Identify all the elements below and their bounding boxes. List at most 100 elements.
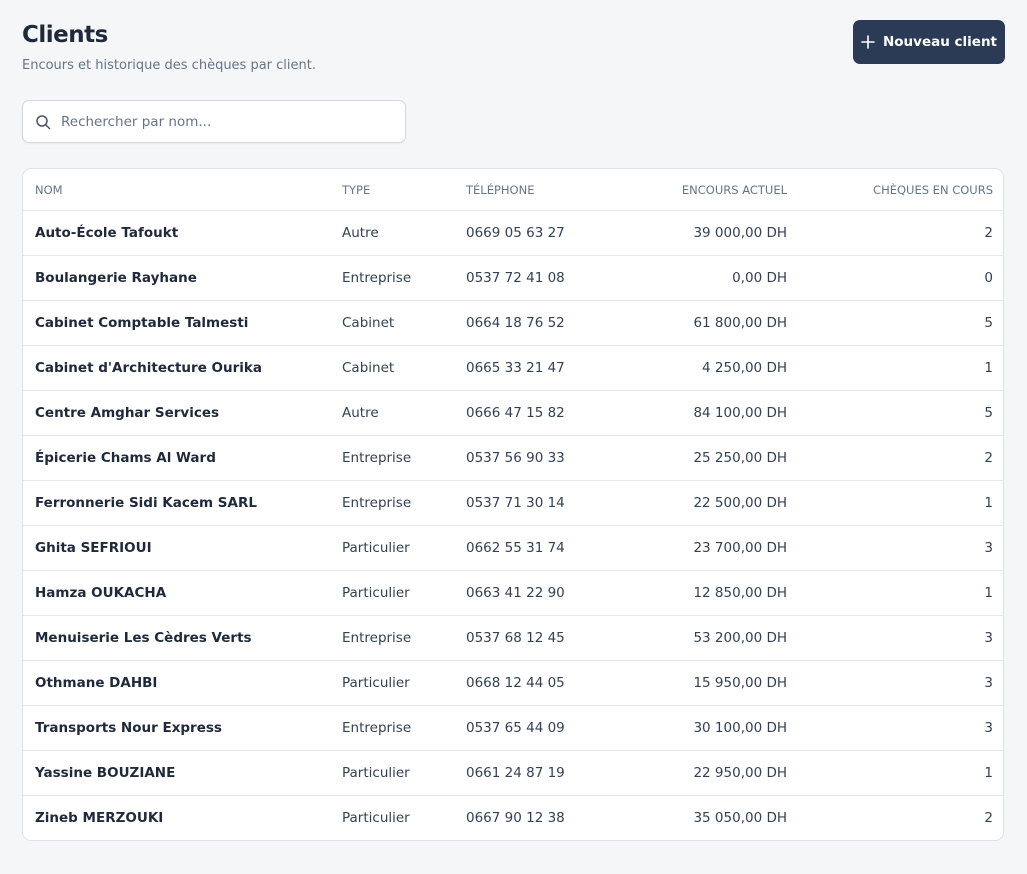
table-cell: Cabinet d'Architecture Ourika [23, 345, 330, 391]
client-row[interactable]: Auto-École Tafoukt Autre 0669 05 63 27 39 0… [23, 210, 1003, 256]
client-row[interactable]: Menuiserie Les Cèdres Verts Entreprise 053… [23, 615, 1003, 661]
table-cell: 0537 56 90 33 [454, 435, 601, 481]
client-row[interactable]: Transports Nour Express Entreprise 0537 65… [23, 705, 1003, 751]
table-cell: 30 100,00 DH [601, 705, 799, 751]
table-cell: Particulier [330, 750, 454, 796]
table-cell: 0664 18 76 52 [454, 300, 601, 346]
table-cell: 53 200,00 DH [601, 615, 799, 661]
table-cell: Zineb MERZOUKI [35, 810, 164, 826]
page-title: Clients [22, 22, 108, 48]
clients-table: NOM TYPE TÉLÉPHONE ENCOURS ACTUEL CHÈQUES EN… [23, 169, 1003, 841]
table-cell: Entreprise [330, 435, 454, 481]
table-cell: 0537 72 41 08 [454, 255, 601, 301]
table-header: NOM TYPE TÉLÉPHONE ENCOURS ACTUEL CHÈQUES EN… [23, 169, 1003, 211]
table-cell: Menuiserie Les Cèdres Verts [23, 615, 330, 661]
page-subtitle: Encours et historique des chèques par cl… [22, 58, 316, 73]
table-cell: Autre [330, 210, 454, 256]
table-cell: 0662 55 31 74 [454, 525, 601, 571]
table-cell: Particulier [330, 570, 454, 616]
table-cell: 0,00 DH [601, 255, 799, 301]
table-cell: Boulangerie Rayhane [23, 255, 330, 301]
table-cell: Épicerie Chams Al Ward [23, 435, 330, 481]
table-cell: 2 [799, 435, 1003, 481]
table-cell: 0 [799, 255, 1003, 301]
client-row[interactable]: Ghita SEFRIOUI Particulier 0662 55 31 74 23… [23, 525, 1003, 571]
table-cell: 3 [799, 660, 1003, 706]
client-row[interactable]: Ferronnerie Sidi Kacem SARL Entreprise 053… [23, 480, 1003, 526]
table-cell: Transports Nour Express [23, 705, 330, 751]
table-cell: 3 [799, 615, 1003, 661]
button-label: Nouveau client [882, 34, 998, 50]
client-row[interactable]: Cabinet Comptable Talmesti Cabinet 0664 18… [23, 300, 1003, 346]
table-cell: 0663 41 22 90 [454, 570, 601, 616]
table-cell: 22 500,00 DH [601, 480, 799, 526]
column-header: TÉLÉPHONE [454, 169, 601, 211]
table-cell: 0666 47 15 82 [454, 390, 601, 436]
table-cell: 0668 12 44 05 [454, 660, 601, 706]
table-cell: Othmane DAHBI [23, 660, 330, 706]
client-row[interactable]: Zineb MERZOUKI Particulier 0667 90 12 38 35… [23, 796, 1003, 841]
table-cell: Entreprise [330, 705, 454, 751]
table-cell: 0669 05 63 27 [454, 210, 601, 256]
table-cell: Auto-École Tafoukt [23, 210, 330, 256]
table-cell: 1 [799, 750, 1003, 796]
search-icon [36, 114, 51, 129]
client-row[interactable]: Boulangerie Rayhane Entreprise 0537 72 41 … [23, 255, 1003, 301]
table-cell: 3 [799, 705, 1003, 751]
table-cell: 39 000,00 DH [601, 210, 799, 256]
search-input[interactable]: Rechercher par nom... [22, 100, 406, 143]
table-cell: 5 [799, 390, 1003, 436]
table-cell: 4 250,00 DH [601, 345, 799, 391]
table-cell: 0661 24 87 19 [454, 750, 601, 796]
table-cell: 0665 33 21 47 [454, 345, 601, 391]
column-header: ENCOURS ACTUEL [601, 169, 799, 211]
table-cell: 1 [799, 345, 1003, 391]
table-cell: 0537 71 30 14 [454, 480, 601, 526]
client-row[interactable]: Othmane DAHBI Particulier 0668 12 44 05 15 … [23, 660, 1003, 706]
table-cell: Cabinet [330, 300, 454, 346]
table-cell: Yassine BOUZIANE [23, 750, 330, 796]
table-cell: Particulier [330, 525, 454, 571]
client-row[interactable]: Épicerie Chams Al Ward Entreprise 0537 56 … [23, 435, 1003, 481]
table-cell: 1 [799, 570, 1003, 616]
table-cell: 12 850,00 DH [601, 570, 799, 616]
table-cell: Entreprise [330, 480, 454, 526]
client-row[interactable]: Yassine BOUZIANE Particulier 0661 24 87 19… [23, 750, 1003, 796]
client-row[interactable]: Hamza OUKACHA Particulier 0663 41 22 90 12 … [23, 570, 1003, 616]
table-cell: Cabinet [330, 345, 454, 391]
table-cell: 2 [799, 210, 1003, 256]
table-cell: 35 050,00 DH [693, 810, 787, 826]
column-header: TYPE [330, 169, 454, 211]
table-cell: Centre Amghar Services [23, 390, 330, 436]
table-cell: 61 800,00 DH [601, 300, 799, 346]
table-cell: 3 [799, 525, 1003, 571]
table-cell: Particulier [330, 660, 454, 706]
table-cell: Autre [330, 390, 454, 436]
table-cell: 23 700,00 DH [601, 525, 799, 571]
table-cell: Entreprise [330, 615, 454, 661]
table-cell: 5 [799, 300, 1003, 346]
table-cell: Hamza OUKACHA [23, 570, 330, 616]
table-cell: 0537 65 44 09 [454, 705, 601, 751]
client-row[interactable]: Cabinet d'Architecture Ourika Cabinet 0665… [23, 345, 1003, 391]
table-cell: 25 250,00 DH [601, 435, 799, 481]
table-cell: Ferronnerie Sidi Kacem SARL [23, 480, 330, 526]
plus-icon [861, 35, 875, 49]
column-header: CHÈQUES EN COURS [799, 169, 1003, 211]
table-cell: 0537 68 12 45 [454, 615, 601, 661]
table-cell: Entreprise [330, 255, 454, 301]
clients-table-card: NOM TYPE TÉLÉPHONE ENCOURS ACTUEL CHÈQUES EN… [22, 168, 1004, 841]
table-cell: 1 [799, 480, 1003, 526]
client-row[interactable]: Centre Amghar Services Autre 0666 47 15 82… [23, 390, 1003, 436]
table-cell: Ghita SEFRIOUI [23, 525, 330, 571]
new-client-button[interactable]: Nouveau client [853, 20, 1005, 64]
table-cell: 15 950,00 DH [601, 660, 799, 706]
table-cell: 2 [984, 810, 993, 826]
table-cell: 0667 90 12 38 [466, 810, 565, 826]
column-header: NOM [23, 169, 330, 211]
table-cell: Cabinet Comptable Talmesti [23, 300, 330, 346]
table-cell: 84 100,00 DH [601, 390, 799, 436]
search-placeholder: Rechercher par nom... [61, 113, 212, 130]
table-cell: 22 950,00 DH [601, 750, 799, 796]
